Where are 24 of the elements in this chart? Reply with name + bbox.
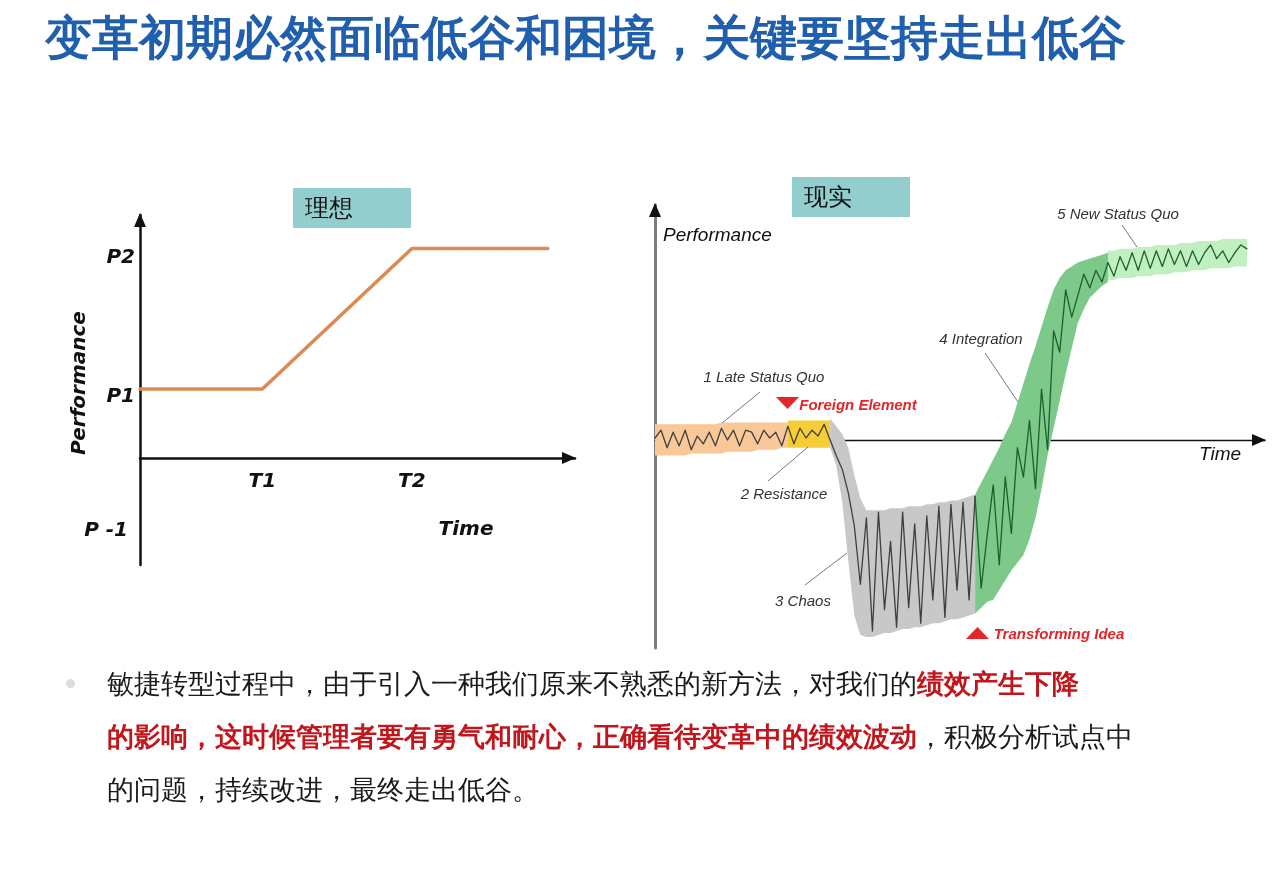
x-axis-title: Time [438,516,494,540]
text: P2 [106,244,135,268]
chart-title: 变革初期必然面临低谷和困境，关键要坚持走出低谷 [45,11,1126,64]
x-tick-label: T2 [398,468,426,493]
text: 的问题，持续改进，最终走出低谷。 [107,774,539,805]
annotation: 2 Resistance [739,484,828,502]
y-axis-title: Performance [66,311,90,455]
annotation: 4 Integration [939,329,1023,347]
text: 绩效产生下降 [917,668,1079,699]
y-axis-title: Performance [663,223,772,245]
text: P1 [106,383,135,407]
x-axis-title: Time [1198,442,1242,464]
annotation: 1 Late Status Quo [703,367,825,385]
chart-title: 现实 [804,183,852,211]
x-tick-label: T1 [248,468,277,493]
annotation: 3 Chaos [775,591,832,609]
text: 的影响，这时候管理者要有勇气和耐心，正确看待变革中的绩效波动 [107,721,917,752]
annotation: Foreign Element [799,395,918,413]
text: 敏捷转型过程中，由于引入一种我们原来不熟悉的新方法，对我们的 [107,668,917,699]
chart-subtitle: 理想 [305,194,353,222]
annotation: Transforming Idea [993,624,1125,642]
text: P -1 [84,517,128,541]
text: 5 New Status Quo [1057,204,1179,222]
text: ，积极分析试点中 [917,721,1133,752]
